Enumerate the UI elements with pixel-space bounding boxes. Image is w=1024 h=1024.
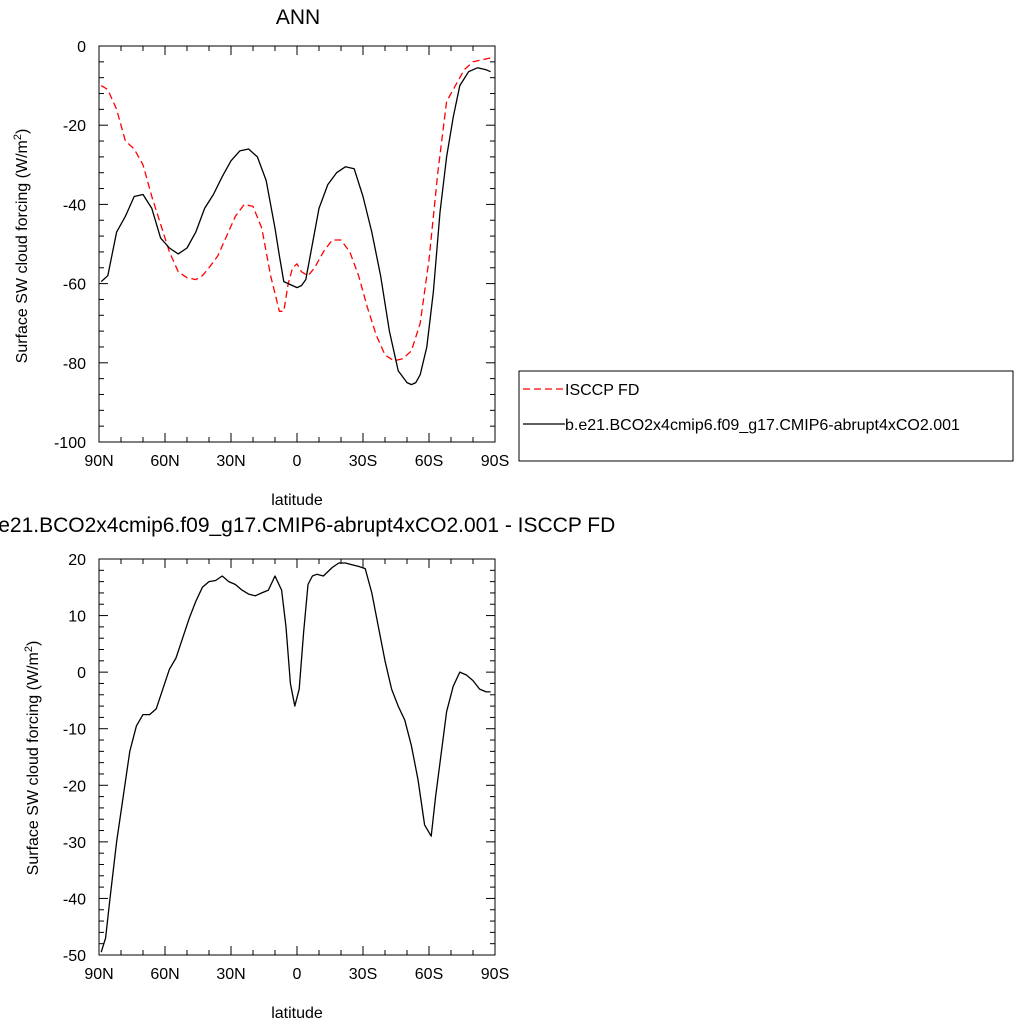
bottom-ytick-label: -30 (63, 835, 86, 852)
bottom-xtick-label: 90S (481, 966, 509, 983)
bottom-ytick-label: 10 (68, 609, 86, 626)
top-xtick-label: 90S (481, 453, 509, 470)
bottom-panel-ylabel: Surface SW cloud forcing (W/m2) (23, 641, 42, 876)
top-xtick-label: 90N (84, 453, 113, 470)
bottom-panel-ylabel-sup: 2 (23, 646, 35, 652)
legend-label-model: b.e21.BCO2x4cmip6.f09_g17.CMIP6-abrupt4x… (565, 417, 960, 434)
top-ytick-label: 0 (77, 39, 86, 56)
top-ytick-label: -80 (63, 356, 86, 373)
bottom-panel-ticks: 90N 60N 30N 0 30S 60S 90S 20 10 0 -10 -20 -30 -40 -50 (63, 552, 509, 983)
top-xtick-label: 60N (150, 453, 179, 470)
bottom-xtick-label: 90N (84, 966, 113, 983)
top-series-line-0 (100, 57, 491, 362)
top-panel-ylabel-close: ) (14, 129, 31, 134)
top-xtick-label: 0 (293, 453, 302, 470)
bottom-ytick-label: 20 (68, 552, 86, 569)
bottom-xtick-label: 30S (349, 966, 377, 983)
top-panel-frame (98, 45, 496, 443)
top-ytick-label: -20 (63, 118, 86, 135)
top-panel-ylabel-sup: 2 (12, 134, 24, 140)
top-ytick-label: -40 (63, 197, 86, 214)
bottom-panel-frame (98, 558, 496, 956)
bottom-ytick-label: -10 (63, 722, 86, 739)
top-panel-ticks: 90N 60N 30N 0 30S 60S 90S 0 -20 -40 -60 -80 -100 (54, 39, 509, 470)
top-series-line-1 (100, 67, 491, 386)
top-xtick-label: 30S (349, 453, 377, 470)
top-panel-xlabel: latitude (271, 492, 323, 509)
bottom-xtick-label: 0 (293, 966, 302, 983)
top-panel: ANN 90N 60N 30N 0 30S 60S 90S 0 -20 -40 -60 -80 -100… (12, 6, 1014, 509)
bottom-ytick-label: -50 (63, 948, 86, 965)
top-ytick-label: -60 (63, 277, 86, 294)
bottom-xtick-label: 60S (415, 966, 443, 983)
top-panel-series (100, 57, 491, 386)
top-panel-ylabel: Surface SW cloud forcing (W/m2) (12, 129, 31, 364)
bottom-ytick-label: 0 (77, 665, 86, 682)
top-ytick-label: -100 (54, 435, 86, 452)
legend: ISCCP FD b.e21.BCO2x4cmip6.f09_g17.CMIP6… (518, 370, 1014, 462)
bottom-series-line-0 (100, 562, 491, 953)
bottom-panel-xlabel: latitude (271, 1005, 323, 1022)
bottom-ytick-label: -20 (63, 778, 86, 795)
bottom-panel-ylabel-close: ) (25, 641, 42, 646)
bottom-ytick-label: -40 (63, 891, 86, 908)
top-xtick-label: 30N (216, 453, 245, 470)
bottom-xtick-label: 30N (216, 966, 245, 983)
legend-frame (518, 370, 1014, 462)
bottom-xtick-label: 60N (150, 966, 179, 983)
bottom-panel-ylabel-main: Surface SW cloud forcing (W/m (25, 652, 42, 875)
bottom-panel: b.e21.BCO2x4cmip6.f09_g17.CMIP6-abrupt4x… (0, 514, 615, 1022)
bottom-panel-title: b.e21.BCO2x4cmip6.f09_g17.CMIP6-abrupt4x… (0, 514, 615, 537)
top-xtick-label: 60S (415, 453, 443, 470)
bottom-panel-series (100, 562, 491, 953)
legend-label-isccp: ISCCP FD (565, 382, 639, 399)
top-panel-title: ANN (276, 6, 320, 29)
top-panel-ylabel-main: Surface SW cloud forcing (W/m (14, 140, 31, 363)
